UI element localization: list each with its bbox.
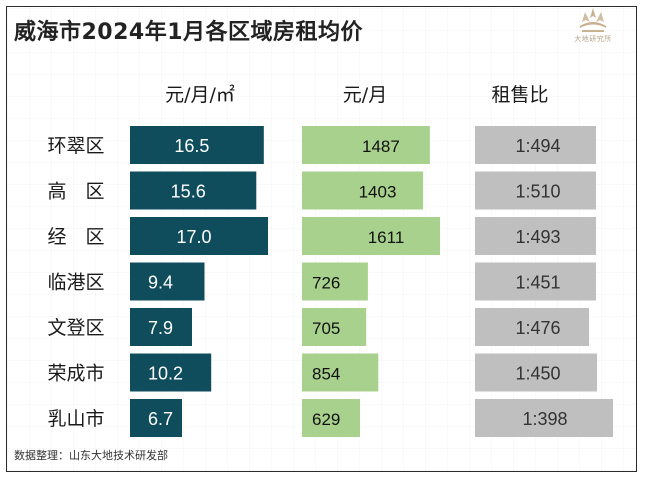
value-label-rent-per-month: 1611: [368, 228, 405, 247]
bar-ratio: [475, 217, 596, 255]
value-label-ratio: 1:494: [515, 136, 560, 156]
value-label-ratio: 1:398: [522, 409, 567, 429]
value-label-ratio: 1:493: [515, 227, 560, 247]
bar-rent-per-month: [302, 262, 368, 301]
bar-rent-per-month: [302, 399, 360, 437]
chart-title: 威海市2024年1月各区域房租均价: [14, 20, 364, 45]
category-label: 经 区: [47, 226, 104, 248]
value-label-price-per-sqm: 7.9: [148, 318, 173, 338]
bar-ratio: [475, 353, 597, 392]
bar-rent-per-month: [302, 353, 379, 392]
value-label-rent-per-month: 1403: [359, 183, 397, 202]
bar-price-per-sqm: [130, 353, 212, 392]
value-label-ratio: 1:510: [515, 182, 560, 202]
value-label-rent-per-month: 705: [312, 319, 340, 338]
bar-ratio: [475, 126, 596, 164]
bar-ratio: [475, 308, 589, 346]
value-label-rent-per-month: 629: [312, 410, 340, 429]
bar-ratio: [475, 262, 596, 301]
value-label-price-per-sqm: 17.0: [176, 227, 211, 247]
bar-ratio: [475, 171, 596, 210]
value-label-price-per-sqm: 9.4: [148, 273, 173, 293]
bar-rent-per-month: [302, 126, 430, 164]
bar-rent-per-month: [302, 171, 424, 210]
value-label-price-per-sqm: 10.2: [148, 364, 183, 384]
category-label: 高 区: [47, 181, 104, 203]
header-rent-per-month: 元/月: [342, 84, 388, 106]
bar-price-per-sqm: [130, 308, 192, 346]
logo-text: 大地研究所: [574, 35, 612, 43]
value-label-price-per-sqm: 16.5: [174, 136, 209, 156]
header-ratio: 租售比: [491, 84, 549, 106]
category-label: 乳山市: [47, 408, 104, 430]
bar-price-per-sqm: [130, 217, 268, 255]
category-label: 荣成市: [47, 363, 104, 385]
bar-price-per-sqm: [130, 126, 264, 164]
value-label-price-per-sqm: 15.6: [171, 182, 206, 202]
category-label: 文登区: [47, 317, 104, 339]
bar-rent-per-month: [302, 217, 440, 255]
value-label-ratio: 1:451: [515, 273, 560, 293]
bar-price-per-sqm: [130, 399, 182, 437]
value-label-rent-per-month: 1487: [362, 137, 400, 156]
bar-price-per-sqm: [130, 171, 257, 210]
value-label-rent-per-month: 854: [312, 365, 340, 384]
category-label: 临港区: [47, 272, 104, 294]
logo-icon: [580, 8, 606, 32]
bar-ratio: [475, 399, 613, 437]
source-note: 数据整理：山东大地技术研发部: [14, 449, 168, 462]
value-label-ratio: 1:450: [515, 364, 560, 384]
header-price-per-sqm: 元/月/㎡: [165, 84, 235, 106]
category-label: 环翠区: [47, 135, 104, 157]
logo: 大地研究所: [562, 6, 624, 50]
value-label-rent-per-month: 726: [312, 274, 340, 293]
value-label-ratio: 1:476: [515, 318, 560, 338]
bar-price-per-sqm: [130, 262, 205, 301]
value-label-price-per-sqm: 6.7: [148, 409, 173, 429]
bar-rent-per-month: [302, 308, 367, 346]
